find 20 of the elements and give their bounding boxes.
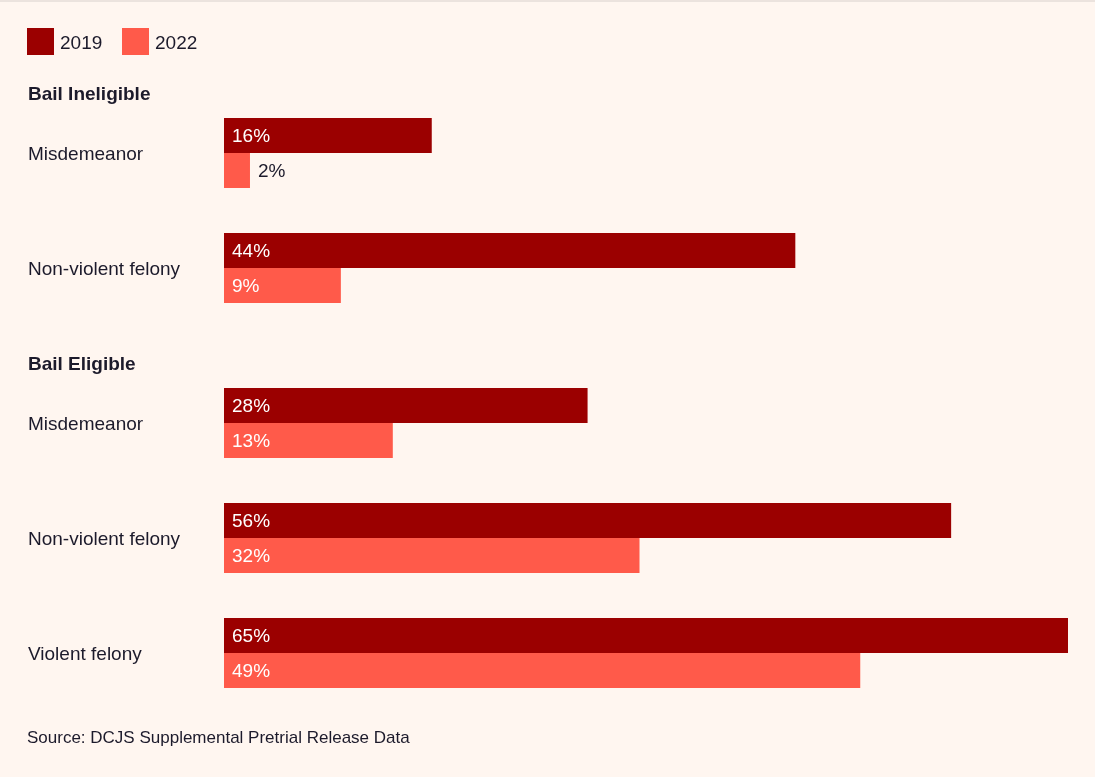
data-label: 49% (232, 660, 271, 682)
data-label: 13% (232, 430, 271, 452)
text: Bail Eligible (28, 352, 136, 374)
data-label: 2% (257, 160, 286, 182)
y-tick-label: Misdemeanor (28, 412, 144, 434)
data-label: 56% (232, 510, 271, 532)
y-tick-label: Violent felony (28, 642, 143, 664)
data-label: 16% (232, 125, 271, 147)
data-label: 28% (232, 395, 271, 417)
source-note: Source: DCJS Supplemental Pretrial Release Data (27, 727, 411, 747)
y-tick-label: Misdemeanor (28, 142, 144, 164)
legend-label: 2022 (155, 31, 198, 53)
data-label: 9% (232, 275, 260, 297)
y-tick-label: Non-violent felony (28, 527, 181, 549)
data-label: 65% (232, 625, 271, 647)
legend-label: 2019 (60, 31, 103, 53)
data-label: 44% (232, 240, 271, 262)
data-label: 32% (232, 545, 271, 567)
y-tick-label: Non-violent felony (28, 257, 181, 279)
text: Bail Ineligible (28, 82, 151, 104)
